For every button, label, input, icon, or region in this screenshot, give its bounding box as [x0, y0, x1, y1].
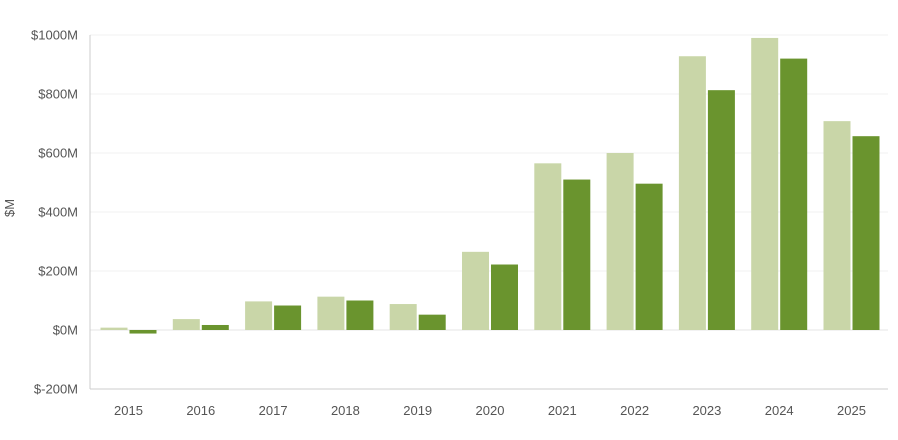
bar-2020-series-2 — [491, 264, 518, 330]
y-tick-label: $200M — [38, 264, 78, 279]
bar-2021-series-1 — [534, 163, 562, 330]
y-tick-label: $0M — [53, 323, 78, 338]
bar-2019-series-1 — [389, 304, 417, 330]
x-tick-label: 2018 — [331, 403, 360, 418]
bar-2015-series-2 — [129, 330, 157, 334]
y-tick-label: $1000M — [31, 28, 78, 43]
bar-2023-series-2 — [707, 90, 735, 330]
bar-2019-series-2 — [418, 314, 446, 330]
y-tick-label: $800M — [38, 87, 78, 102]
bar-2016-series-2 — [201, 324, 229, 330]
y-tick-label: $-200M — [34, 382, 78, 397]
bar-2024-series-1 — [751, 37, 779, 330]
x-tick-label: 2019 — [403, 403, 432, 418]
bar-2024-series-2 — [780, 58, 808, 330]
y-tick-label: $400M — [38, 205, 78, 220]
bar-2022-series-1 — [606, 153, 634, 330]
bar-2017-series-1 — [245, 301, 273, 330]
y-tick-label: $600M — [38, 146, 78, 161]
bar-2018-series-2 — [346, 300, 374, 330]
bar-2025-series-2 — [852, 136, 880, 330]
x-tick-label: 2015 — [114, 403, 143, 418]
x-tick-label: 2022 — [620, 403, 649, 418]
bar-2017-series-2 — [274, 305, 302, 330]
bar-2021-series-2 — [563, 179, 591, 330]
x-tick-label: 2020 — [476, 403, 505, 418]
bar-2018-series-1 — [317, 296, 345, 330]
x-tick-label: 2017 — [259, 403, 288, 418]
x-tick-label: 2024 — [765, 403, 794, 418]
bar-2016-series-1 — [172, 319, 200, 330]
bar-2020-series-1 — [462, 251, 489, 330]
bars-layer — [100, 37, 880, 334]
bar-2023-series-1 — [678, 56, 706, 331]
x-tick-label: 2016 — [186, 403, 215, 418]
labels-layer: $-200M $0M $200M $400M $600M $800M $1000M 2015 2… — [31, 28, 866, 419]
axis-layer — [89, 35, 888, 390]
x-tick-label: 2023 — [692, 403, 721, 418]
bar-2025-series-1 — [823, 121, 851, 330]
x-tick-label: 2025 — [837, 403, 866, 418]
y-axis-title: $M — [2, 199, 17, 217]
bar-2015-series-1 — [100, 327, 128, 330]
bar-2022-series-2 — [635, 183, 663, 330]
x-tick-label: 2021 — [548, 403, 577, 418]
